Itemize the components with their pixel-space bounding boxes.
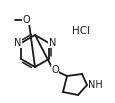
- Text: O: O: [51, 65, 58, 75]
- Text: HCl: HCl: [71, 26, 89, 36]
- Text: N: N: [14, 38, 21, 48]
- Text: O: O: [22, 15, 30, 25]
- Text: NH: NH: [87, 80, 102, 90]
- Text: N: N: [48, 38, 56, 48]
